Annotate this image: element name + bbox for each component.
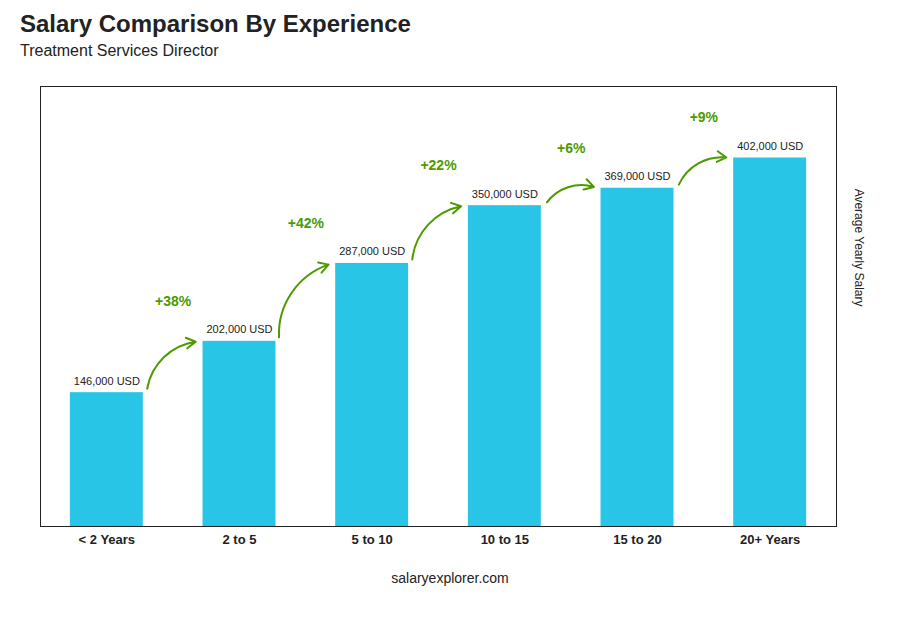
svg-text:402,000 USD: 402,000 USD: [737, 140, 803, 152]
svg-text:287,000 USD: 287,000 USD: [339, 245, 405, 257]
html-text:salaryexplorer.com: salaryexplorer.com: [391, 570, 509, 586]
svg-text:+6%: +6%: [557, 140, 586, 156]
svg-text:2 to 5: 2 to 5: [223, 532, 257, 547]
svg-text:+9%: +9%: [690, 109, 719, 125]
html-text:Salary Comparison By Experienc: Salary Comparison By Experience: [20, 10, 411, 37]
svg-text:Average Yearly Salary: Average Yearly Salary: [852, 189, 866, 307]
svg-text:+22%: +22%: [420, 157, 457, 173]
svg-text:+38%: +38%: [155, 293, 192, 309]
svg-text:202,000 USD: 202,000 USD: [206, 323, 272, 335]
svg-text:146,000 USD: 146,000 USD: [74, 375, 140, 387]
svg-text:15 to 20: 15 to 20: [613, 532, 661, 547]
svg-text:20+ Years: 20+ Years: [740, 532, 800, 547]
svg-text:350,000 USD: 350,000 USD: [472, 188, 538, 200]
html-text:Treatment Services Director: Treatment Services Director: [20, 42, 219, 59]
svg-text:< 2 Years: < 2 Years: [79, 532, 136, 547]
svg-text:369,000 USD: 369,000 USD: [604, 170, 670, 182]
svg-text:10 to 15: 10 to 15: [481, 532, 529, 547]
svg-text:5 to 10: 5 to 10: [352, 532, 393, 547]
svg-text:+42%: +42%: [288, 215, 325, 231]
